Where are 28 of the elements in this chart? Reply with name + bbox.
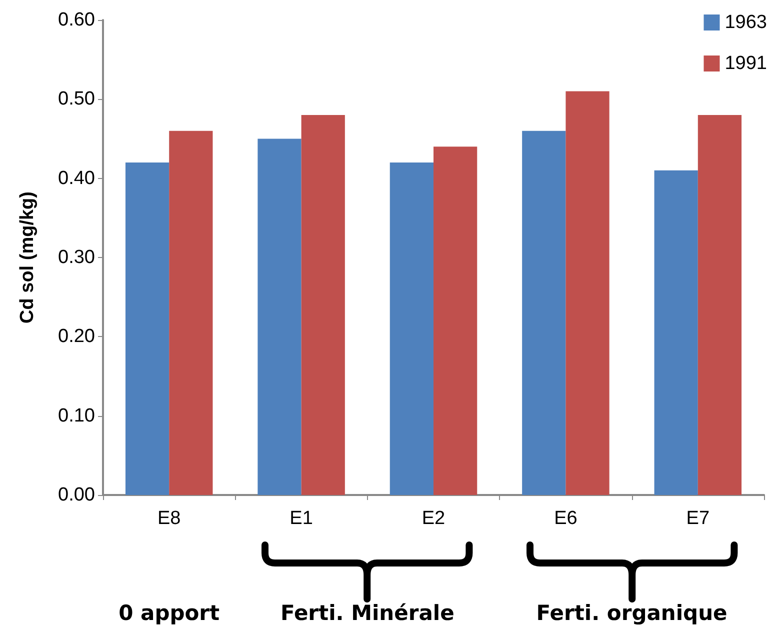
y-tick-label: 0.30 bbox=[58, 247, 95, 268]
y-tick-label: 0.40 bbox=[58, 168, 95, 189]
legend-label: 1991 bbox=[724, 53, 768, 74]
text: Ferti. organique bbox=[536, 601, 728, 625]
x-tick-label: E6 bbox=[554, 508, 578, 529]
bar bbox=[434, 146, 478, 495]
bar bbox=[258, 138, 302, 495]
bar bbox=[169, 130, 213, 495]
y-tick-label: 0.50 bbox=[58, 88, 95, 110]
text: Ferti. Minérale bbox=[280, 601, 454, 625]
x-tick-label: E8 bbox=[157, 508, 181, 529]
x-tick-label: E1 bbox=[290, 508, 313, 529]
bar bbox=[698, 115, 742, 495]
y-tick-label: 0.10 bbox=[58, 405, 95, 426]
y-tick-label: 0.00 bbox=[58, 484, 95, 506]
x-tick-label: E7 bbox=[686, 508, 710, 529]
bar bbox=[125, 162, 170, 495]
legend-label: 1963 bbox=[724, 12, 768, 33]
x-tick-label: E2 bbox=[422, 508, 446, 529]
bar bbox=[390, 162, 434, 495]
y-tick-label: 0.20 bbox=[58, 326, 95, 348]
bar bbox=[566, 91, 610, 495]
y-axis-title: Cd sol (mg/kg) bbox=[17, 192, 38, 324]
y-tick-label: 0.60 bbox=[58, 10, 95, 30]
bar bbox=[301, 115, 345, 495]
bar bbox=[654, 170, 698, 495]
bar bbox=[522, 130, 566, 495]
text: 0 apport bbox=[118, 601, 220, 625]
